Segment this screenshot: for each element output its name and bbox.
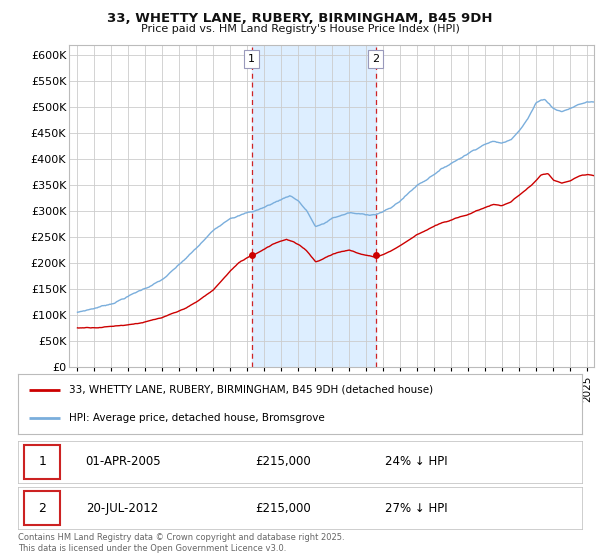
Text: 27% ↓ HPI: 27% ↓ HPI — [385, 502, 447, 515]
Text: 2: 2 — [38, 502, 46, 515]
Text: £215,000: £215,000 — [255, 455, 311, 468]
Text: 20-JUL-2012: 20-JUL-2012 — [86, 502, 158, 515]
Text: 1: 1 — [248, 54, 255, 64]
Text: Price paid vs. HM Land Registry's House Price Index (HPI): Price paid vs. HM Land Registry's House … — [140, 24, 460, 34]
Text: 1: 1 — [38, 455, 46, 468]
Text: 2: 2 — [372, 54, 379, 64]
Text: 24% ↓ HPI: 24% ↓ HPI — [385, 455, 447, 468]
Text: Contains HM Land Registry data © Crown copyright and database right 2025.
This d: Contains HM Land Registry data © Crown c… — [18, 533, 344, 553]
Text: HPI: Average price, detached house, Bromsgrove: HPI: Average price, detached house, Brom… — [69, 413, 325, 423]
Bar — [23, 445, 61, 478]
Text: 33, WHETTY LANE, RUBERY, BIRMINGHAM, B45 9DH: 33, WHETTY LANE, RUBERY, BIRMINGHAM, B45… — [107, 12, 493, 25]
Text: 33, WHETTY LANE, RUBERY, BIRMINGHAM, B45 9DH (detached house): 33, WHETTY LANE, RUBERY, BIRMINGHAM, B45… — [69, 385, 433, 395]
Bar — [23, 492, 61, 525]
Bar — [251, 45, 376, 367]
Text: 01-APR-2005: 01-APR-2005 — [86, 455, 161, 468]
Text: £215,000: £215,000 — [255, 502, 311, 515]
